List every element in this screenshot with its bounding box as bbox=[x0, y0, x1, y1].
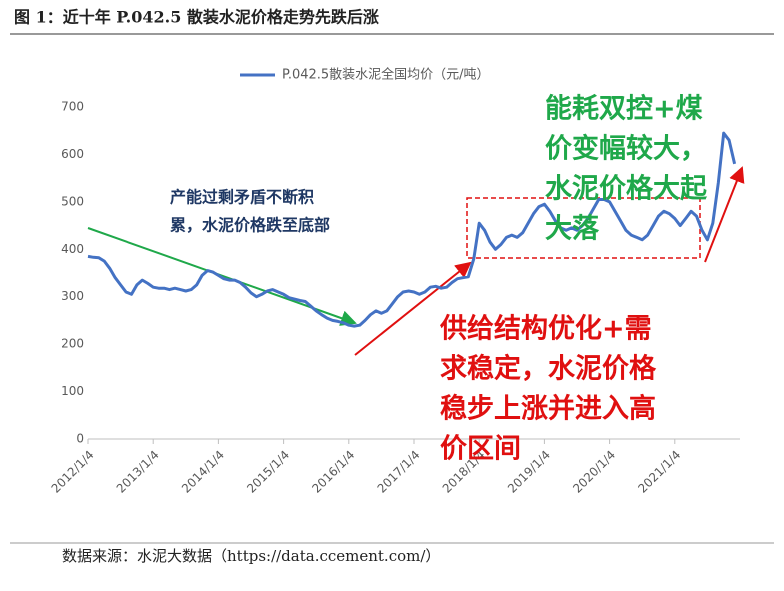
highlight-box bbox=[466, 197, 701, 259]
y-tick-label: 600 bbox=[61, 147, 84, 161]
annotation: 大落 bbox=[545, 214, 600, 245]
x-tick-label: 2015/1/4 bbox=[244, 448, 292, 496]
annotation: 水泥价格大起 bbox=[545, 174, 708, 205]
annotation: 供给结构优化+需 bbox=[439, 314, 652, 345]
legend-label: P.042.5散装水泥全国均价（元/吨） bbox=[282, 67, 490, 83]
trend-arrow bbox=[704, 166, 745, 263]
y-tick-label: 300 bbox=[61, 289, 84, 303]
y-tick-label: 500 bbox=[61, 194, 84, 208]
annotation: 能耗双控+煤 bbox=[545, 93, 703, 125]
x-tick-label: 2012/1/4 bbox=[49, 448, 97, 496]
trend-arrow bbox=[354, 261, 472, 356]
x-tick-label: 2013/1/4 bbox=[114, 448, 162, 496]
annotation: 求稳定，水泥价格 bbox=[440, 353, 657, 385]
y-tick-label: 400 bbox=[61, 242, 84, 256]
x-tick-label: 2016/1/4 bbox=[309, 448, 357, 496]
x-tick-label: 2017/1/4 bbox=[375, 448, 423, 496]
annotation: 价区间 bbox=[440, 434, 521, 465]
y-tick-label: 100 bbox=[61, 384, 84, 398]
x-tick-label: 2014/1/4 bbox=[179, 448, 227, 496]
annotation: 累，水泥价格跌至底部 bbox=[170, 216, 330, 235]
y-tick-label: 0 bbox=[76, 432, 84, 446]
x-tick-label: 2021/1/4 bbox=[635, 448, 683, 496]
annotation: 产能过剩矛盾不断积 bbox=[170, 188, 314, 207]
source-note: 数据来源：水泥大数据（https://data.ccement.com/） bbox=[62, 547, 440, 565]
data-line bbox=[87, 131, 737, 328]
annotation: 稳步上涨并进入高 bbox=[440, 393, 656, 425]
chart-title: 图 1：近十年 P.042.5 散装水泥价格走势先跌后涨 bbox=[14, 8, 379, 27]
y-tick-label: 200 bbox=[61, 337, 84, 351]
y-tick-label: 700 bbox=[61, 100, 84, 114]
x-tick-label: 2020/1/4 bbox=[570, 448, 618, 496]
annotation: 价变幅较大， bbox=[545, 133, 707, 165]
